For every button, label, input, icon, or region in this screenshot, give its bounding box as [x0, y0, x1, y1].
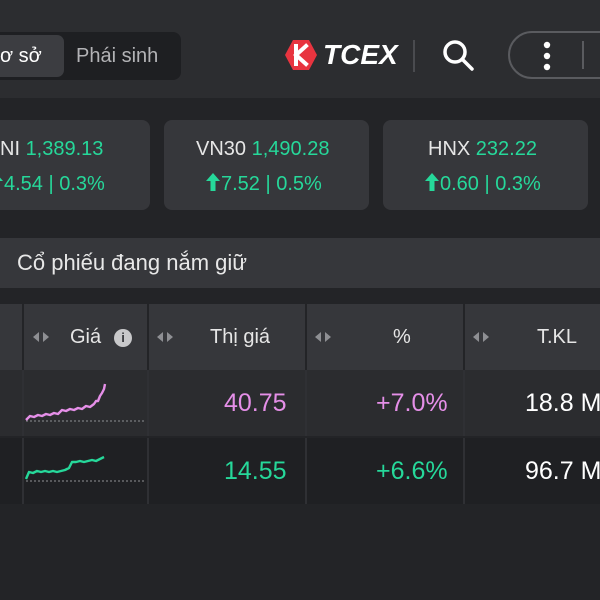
- sort-icon[interactable]: [315, 331, 331, 343]
- index-name: VN30: [196, 138, 247, 160]
- index-change-text: 0.60 | 0.3%: [440, 173, 541, 195]
- column-separator: [147, 370, 149, 436]
- index-card-hnx[interactable]: HNX 232.22 0.60 | 0.3%: [383, 120, 588, 210]
- segment-derivatives[interactable]: Phái sinh: [76, 45, 159, 67]
- column-header-market-price[interactable]: Thị giá: [147, 304, 307, 370]
- logo-text: TCEX: [323, 39, 398, 70]
- index-card-vnindex[interactable]: NI 1,389.13 4.54 | 0.3%: [0, 120, 150, 210]
- index-change: 0.60 | 0.3%: [425, 170, 541, 198]
- percent-value: +7.0%: [376, 389, 448, 417]
- more-options-icon[interactable]: [540, 41, 554, 71]
- menu-pill: [508, 31, 600, 79]
- index-value: 1,490.28: [251, 138, 330, 160]
- table-row[interactable]: 40.75 +7.0% 18.8 M: [0, 370, 600, 436]
- volume-cell: 96.7 M: [525, 438, 600, 504]
- index-name: HNX: [428, 138, 471, 160]
- holdings-table-header: Giá i Thị giá % T.KL: [0, 304, 600, 370]
- market-segment-control: ơ sở Phái sinh: [0, 32, 181, 80]
- arrow-up-icon: [0, 177, 3, 181]
- column-separator: [305, 370, 307, 436]
- index-value: 1,389.13: [25, 138, 104, 160]
- index-change-text: 4.54 | 0.3%: [4, 173, 105, 195]
- index-title: HNX 232.22: [428, 135, 537, 163]
- percent-cell: +7.0%: [376, 370, 448, 436]
- column-header-percent[interactable]: %: [305, 304, 465, 370]
- market-price-cell: 40.75: [224, 370, 287, 436]
- column-separator: [463, 370, 465, 436]
- segment-base-market-label: ơ sở: [0, 45, 42, 67]
- market-price-value: 40.75: [224, 389, 287, 417]
- search-icon[interactable]: [441, 38, 475, 72]
- sort-icon[interactable]: [157, 331, 173, 343]
- market-price-cell: 14.55: [224, 438, 287, 504]
- sparkline-chart: [25, 383, 146, 422]
- column-label: T.KL: [537, 326, 578, 348]
- index-change-text: 7.52 | 0.5%: [221, 173, 322, 195]
- column-separator: [22, 370, 24, 436]
- index-change: 4.54 | 0.3%: [0, 170, 105, 198]
- volume-value: 18.8 M: [525, 389, 600, 417]
- index-name: NI: [0, 138, 20, 160]
- segment-base-market[interactable]: ơ sở: [0, 35, 64, 77]
- column-label: %: [393, 326, 411, 348]
- info-icon[interactable]: i: [114, 329, 132, 347]
- column-header-price[interactable]: Giá i: [22, 304, 149, 370]
- index-title: NI 1,389.13: [0, 135, 103, 163]
- holdings-title: Cổ phiếu đang nắm giữ: [17, 250, 247, 275]
- volume-cell: 18.8 M: [525, 370, 600, 436]
- market-price-value: 14.55: [224, 457, 287, 485]
- index-value: 232.22: [475, 138, 537, 160]
- index-title: VN30 1,490.28: [196, 135, 329, 163]
- column-separator: [147, 438, 149, 504]
- top-bar: ơ sở Phái sinh TCEX: [0, 0, 600, 98]
- sort-icon[interactable]: [473, 331, 489, 343]
- volume-value: 96.7 M: [525, 457, 600, 485]
- index-change: 7.52 | 0.5%: [206, 170, 322, 198]
- table-row[interactable]: 14.55 +6.6% 96.7 M: [0, 438, 600, 504]
- percent-value: +6.6%: [376, 457, 448, 485]
- column-separator: [305, 438, 307, 504]
- column-header-volume[interactable]: T.KL: [463, 304, 600, 370]
- arrow-up-icon: [206, 173, 220, 191]
- column-separator: [22, 438, 24, 504]
- sparkline-chart: [24, 455, 146, 482]
- index-card-vn30[interactable]: VN30 1,490.28 7.52 | 0.5%: [164, 120, 369, 210]
- column-label: Giá: [70, 326, 102, 348]
- column-label: Thị giá: [210, 326, 271, 348]
- arrow-up-icon: [425, 173, 439, 191]
- header-divider: [413, 40, 415, 72]
- logo-mark-icon: [285, 40, 317, 70]
- pill-divider: [582, 41, 584, 69]
- holdings-section-header[interactable]: Cổ phiếu đang nắm giữ: [0, 238, 600, 288]
- percent-cell: +6.6%: [376, 438, 448, 504]
- column-separator: [463, 438, 465, 504]
- sort-icon[interactable]: [33, 331, 49, 343]
